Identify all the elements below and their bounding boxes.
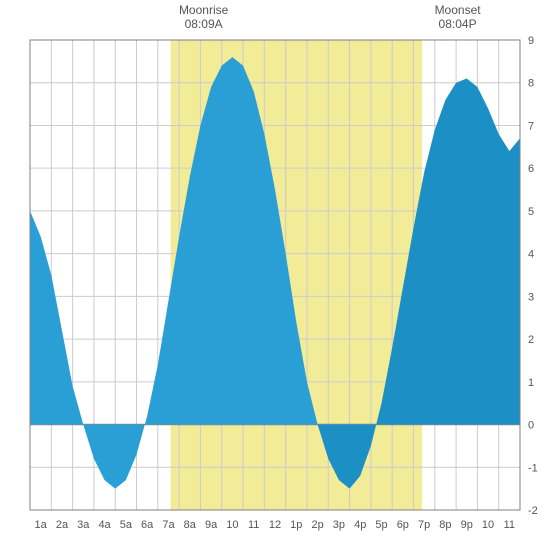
svg-text:3p: 3p [333,519,345,531]
svg-text:3a: 3a [77,519,90,531]
svg-text:5: 5 [528,206,534,218]
svg-text:9a: 9a [205,519,218,531]
svg-text:5p: 5p [375,519,387,531]
svg-text:9p: 9p [461,519,473,531]
svg-text:2p: 2p [311,519,323,531]
svg-text:Moonset: Moonset [435,3,482,17]
svg-text:8: 8 [528,78,534,90]
svg-text:2a: 2a [56,519,69,531]
svg-text:4: 4 [528,249,534,261]
svg-text:5a: 5a [120,519,133,531]
svg-text:3: 3 [528,291,534,303]
svg-text:11: 11 [504,519,515,531]
svg-text:1a: 1a [35,519,48,531]
svg-text:Moonrise: Moonrise [179,3,229,17]
svg-text:10: 10 [226,519,238,531]
svg-text:6: 6 [528,163,534,175]
svg-text:7: 7 [528,120,534,132]
tide-chart: -2-101234567891a2a3a4a5a6a7a8a9a1011121p… [0,0,550,550]
svg-text:2: 2 [528,334,534,346]
svg-text:08:09A: 08:09A [185,17,223,31]
svg-text:7p: 7p [418,519,430,531]
svg-text:12: 12 [269,519,281,531]
svg-text:-2: -2 [528,505,538,517]
svg-text:8p: 8p [439,519,451,531]
svg-text:6p: 6p [397,519,409,531]
svg-text:7a: 7a [162,519,175,531]
svg-text:9: 9 [528,35,534,47]
svg-text:10: 10 [482,519,494,531]
svg-text:1p: 1p [290,519,302,531]
svg-text:1: 1 [528,377,534,389]
svg-text:4a: 4a [98,519,111,531]
svg-text:8a: 8a [184,519,197,531]
svg-text:08:04P: 08:04P [439,17,477,31]
svg-text:4p: 4p [354,519,366,531]
svg-text:6a: 6a [141,519,154,531]
svg-text:11: 11 [248,519,259,531]
chart-svg: -2-101234567891a2a3a4a5a6a7a8a9a1011121p… [0,0,550,550]
svg-text:0: 0 [528,420,534,432]
svg-text:-1: -1 [528,462,538,474]
